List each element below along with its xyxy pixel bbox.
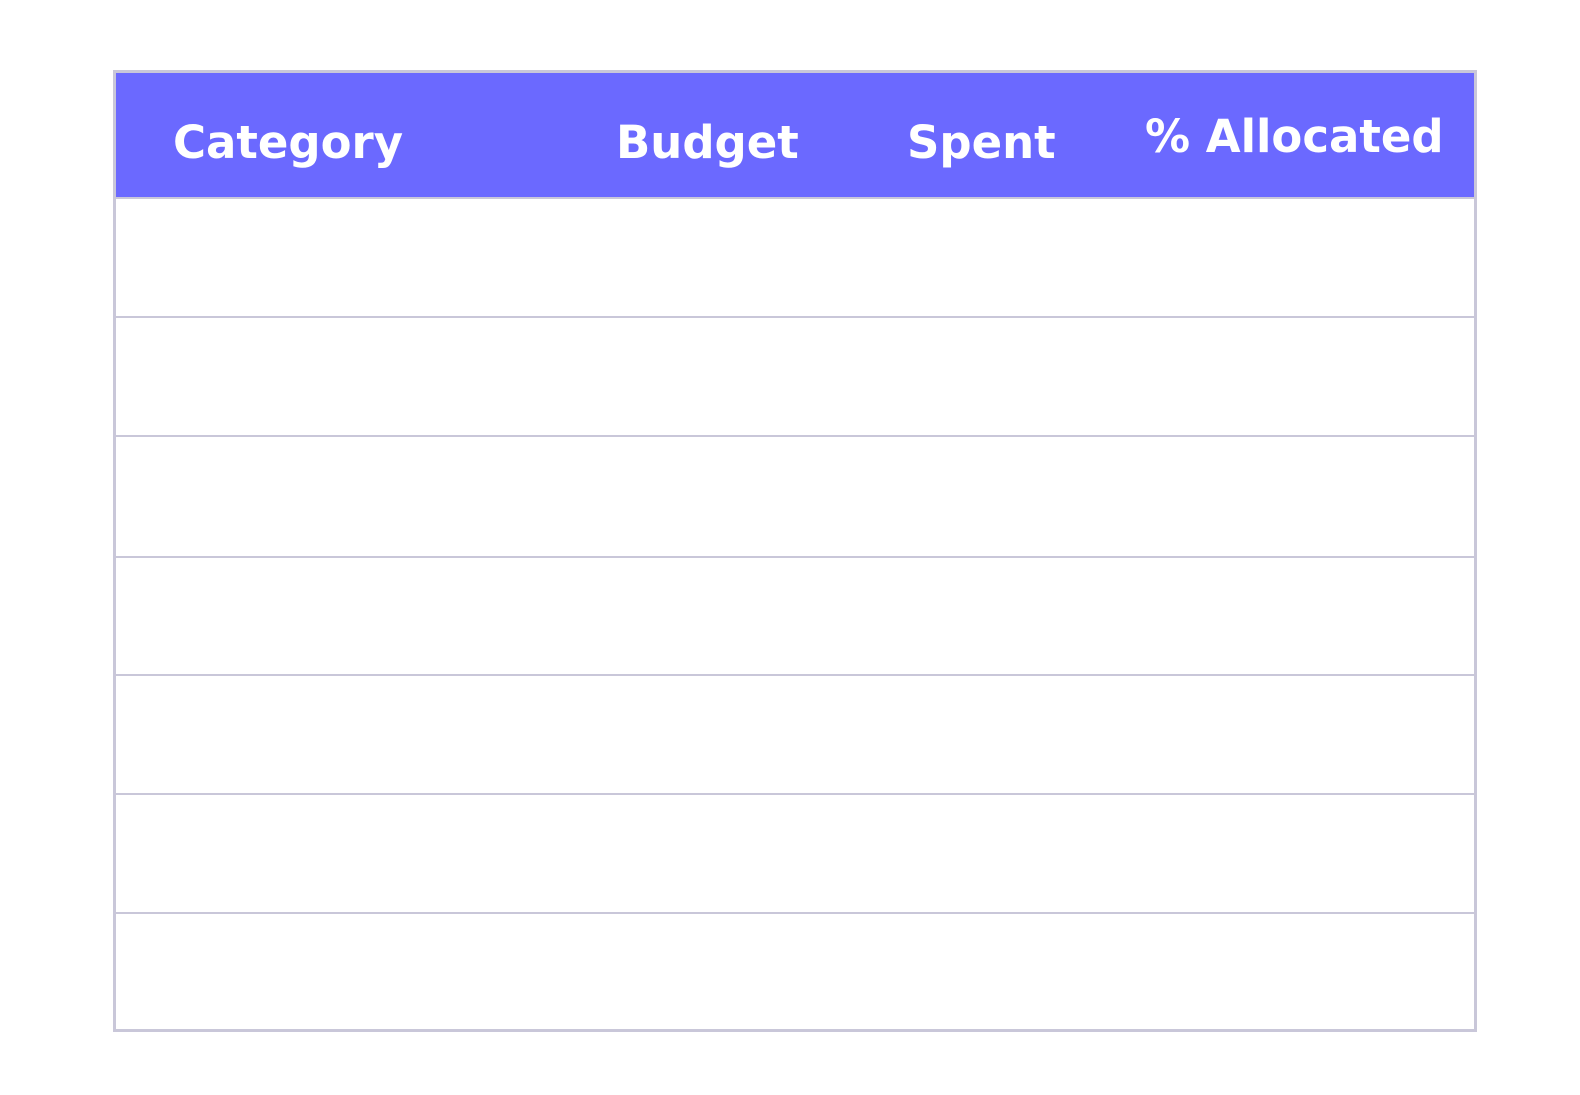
budget-table: Category Budget Spent % Allocated	[113, 70, 1477, 1032]
table-row[interactable]	[116, 437, 1474, 558]
cell-spent[interactable]	[907, 199, 1127, 316]
cell-budget[interactable]	[616, 199, 876, 316]
cell-category[interactable]	[173, 558, 593, 674]
cell-spent[interactable]	[907, 318, 1127, 435]
header-allocated: % Allocated	[1145, 110, 1444, 163]
cell-allocated[interactable]	[1145, 676, 1445, 793]
cell-budget[interactable]	[616, 676, 876, 793]
cell-spent[interactable]	[907, 676, 1127, 793]
header-budget: Budget	[616, 116, 799, 169]
cell-category[interactable]	[173, 199, 593, 316]
table-header-row: Category Budget Spent % Allocated	[116, 73, 1474, 199]
cell-category[interactable]	[173, 914, 593, 1029]
table-row[interactable]	[116, 318, 1474, 437]
cell-spent[interactable]	[907, 795, 1127, 912]
cell-category[interactable]	[173, 676, 593, 793]
header-category: Category	[173, 116, 404, 169]
cell-spent[interactable]	[907, 558, 1127, 674]
cell-spent[interactable]	[907, 437, 1127, 556]
cell-allocated[interactable]	[1145, 558, 1445, 674]
cell-budget[interactable]	[616, 914, 876, 1029]
cell-allocated[interactable]	[1145, 795, 1445, 912]
cell-budget[interactable]	[616, 318, 876, 435]
cell-allocated[interactable]	[1145, 199, 1445, 316]
table-row[interactable]	[116, 914, 1474, 1029]
cell-allocated[interactable]	[1145, 437, 1445, 556]
header-spent: Spent	[907, 116, 1056, 169]
cell-allocated[interactable]	[1145, 318, 1445, 435]
cell-budget[interactable]	[616, 795, 876, 912]
cell-budget[interactable]	[616, 437, 876, 556]
cell-budget[interactable]	[616, 558, 876, 674]
cell-category[interactable]	[173, 437, 593, 556]
cell-spent[interactable]	[907, 914, 1127, 1029]
table-row[interactable]	[116, 676, 1474, 795]
cell-allocated[interactable]	[1145, 914, 1445, 1029]
table-row[interactable]	[116, 795, 1474, 914]
cell-category[interactable]	[173, 795, 593, 912]
table-row[interactable]	[116, 558, 1474, 676]
table-row[interactable]	[116, 199, 1474, 318]
cell-category[interactable]	[173, 318, 593, 435]
